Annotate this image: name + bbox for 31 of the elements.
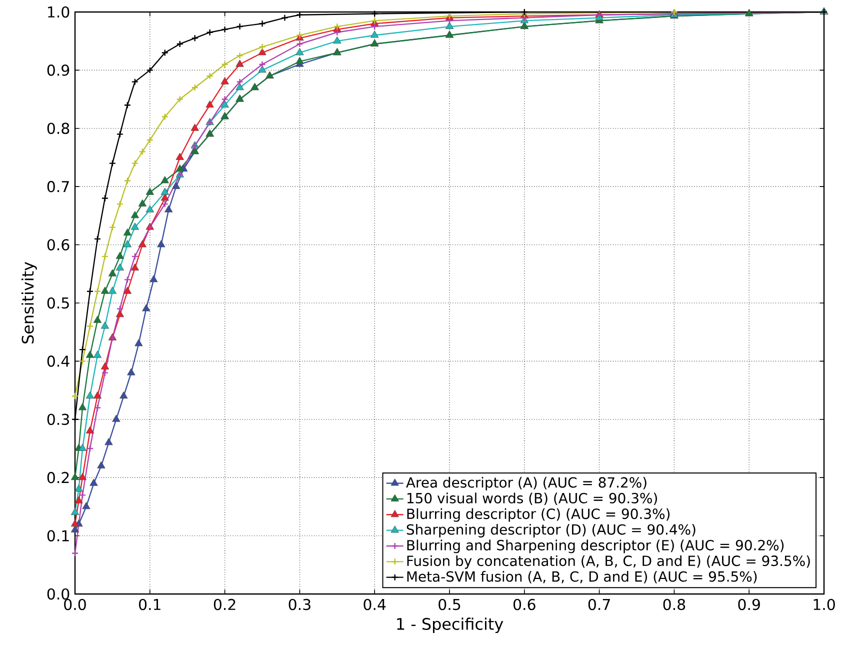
legend-label: 150 visual words (B) (AUC = 90.3%) (407, 492, 657, 506)
y-axis-title: Sensitivity (21, 262, 37, 344)
y-tick-label: 0.8 (47, 122, 70, 134)
y-tick-label: 0.2 (47, 472, 69, 484)
x-tick-label: 0.7 (588, 598, 610, 610)
legend-label: Blurring descriptor (C) (AUC = 90.3%) (407, 508, 670, 522)
y-tick-label: 1.0 (48, 6, 70, 18)
y-tick-label: 0.3 (47, 414, 69, 426)
x-tick-label: 0.1 (139, 598, 160, 610)
x-tick-label: 0.9 (738, 598, 760, 610)
x-tick-label: 0.3 (288, 598, 310, 610)
y-tick-label: 0.4 (47, 356, 70, 367)
x-tick-label: 1.0 (814, 598, 835, 610)
legend-label: Meta-SVM fusion (A, B, C, D and E) (AUC = 95.5%) (407, 571, 757, 584)
x-tick-label: 0.4 (364, 598, 386, 610)
y-tick-label: 0.1 (47, 530, 69, 542)
x-tick-label: 0.0 (64, 598, 86, 610)
x-tick-label: 0.5 (438, 598, 460, 610)
x-tick-label: 0.2 (214, 598, 236, 610)
y-tick-label: 0.0 (47, 588, 70, 600)
legend-label: Sharpening descriptor (D) (AUC = 90.4%) (406, 524, 696, 538)
legend-label: Area descriptor (A) (AUC = 87.2%) (406, 476, 646, 490)
x-tick-label: 0.8 (663, 598, 686, 610)
legend-label: Blurring and Sharpening descriptor (E) (AUC = 90.2%) (407, 540, 784, 554)
y-tick-label: 0.9 (47, 64, 70, 76)
y-tick-label: 0.6 (47, 239, 70, 250)
x-tick-label: 0.6 (514, 598, 536, 610)
y-tick-label: 0.7 (47, 180, 69, 192)
y-tick-label: 0.5 (47, 297, 69, 309)
x-axis-title: 1 - Specificity (397, 618, 504, 634)
legend-label: Fusion by concatenation (A, B, C, D and E) (AUC = 93.5%) (407, 555, 810, 569)
